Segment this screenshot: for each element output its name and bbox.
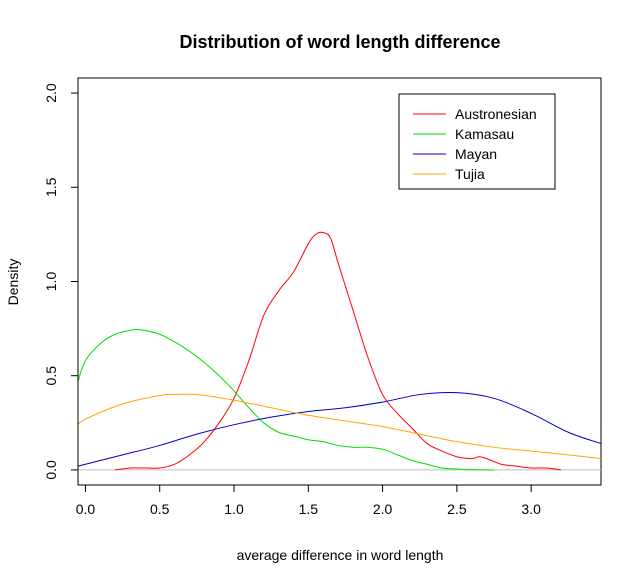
y-tick-label: 1.0 bbox=[43, 272, 59, 292]
legend-box bbox=[398, 93, 556, 190]
legend-label: Austronesian bbox=[455, 106, 537, 122]
series-line-mayan bbox=[78, 391, 601, 467]
series-lines bbox=[78, 231, 601, 471]
y-axis-label: Density bbox=[5, 259, 21, 306]
x-axis: 0.0 0.5 1.0 1.5 2.0 2.5 3.0 bbox=[76, 484, 541, 517]
legend: Austronesian Kamasau Mayan Tujia bbox=[398, 93, 556, 190]
legend-label: Tujia bbox=[455, 166, 485, 182]
x-tick-label: 1.0 bbox=[224, 501, 244, 517]
series-line-tujia bbox=[78, 393, 601, 460]
x-axis-label: average difference in word length bbox=[237, 547, 444, 563]
x-tick-label: 2.0 bbox=[373, 501, 393, 517]
y-tick-label: 0.5 bbox=[43, 366, 59, 386]
y-tick-label: 0.0 bbox=[43, 460, 59, 480]
series-line-austronesian bbox=[115, 231, 561, 471]
chart-title: Distribution of word length difference bbox=[180, 32, 501, 52]
x-tick-label: 2.5 bbox=[447, 501, 467, 517]
x-tick-label: 1.5 bbox=[299, 501, 319, 517]
series-line-kamasau bbox=[78, 329, 495, 471]
y-tick-label: 2.0 bbox=[43, 83, 59, 103]
y-tick-label: 1.5 bbox=[43, 177, 59, 197]
legend-label: Mayan bbox=[455, 146, 497, 162]
x-tick-label: 3.0 bbox=[521, 501, 541, 517]
y-axis: 0.0 0.5 1.0 1.5 2.0 bbox=[43, 83, 79, 480]
legend-label: Kamasau bbox=[455, 126, 514, 142]
x-tick-label: 0.5 bbox=[150, 501, 170, 517]
x-tick-label: 0.0 bbox=[76, 501, 96, 517]
